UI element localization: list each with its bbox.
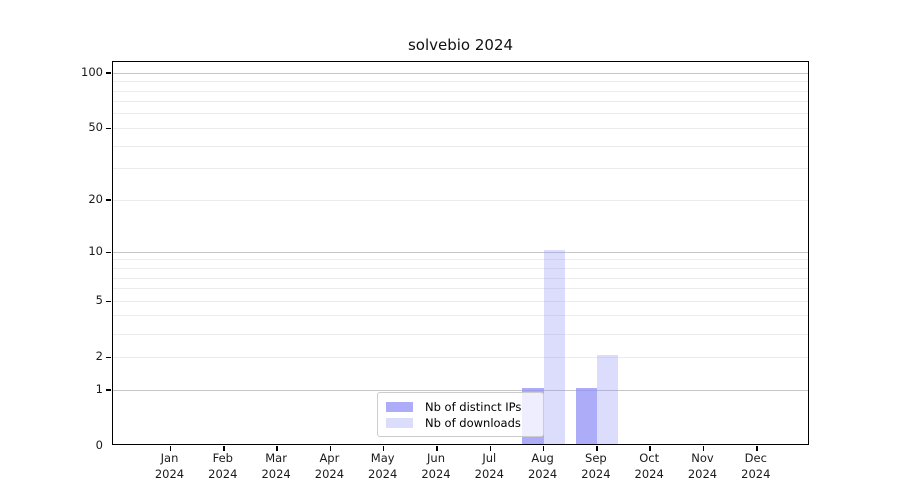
x-tick-label: Feb 2024 (208, 451, 238, 481)
bar-downloads-sep[interactable] (596, 355, 619, 444)
major-gridline (113, 389, 808, 391)
x-tick-mark (649, 446, 651, 451)
minor-gridline (113, 127, 808, 129)
legend-label-distinct-ips: Nb of distinct IPs (425, 399, 522, 414)
x-tick-label: Oct 2024 (634, 451, 664, 481)
major-gridline (113, 72, 808, 74)
x-tick-label: Sep 2024 (581, 451, 611, 481)
x-tick-mark (702, 446, 705, 451)
y-tick-label: 2 (95, 348, 103, 363)
x-tick-mark (169, 446, 172, 451)
x-tick-mark (223, 446, 225, 451)
minor-gridline (113, 333, 808, 335)
y-tick-label: 50 (88, 119, 103, 134)
x-tick-label: Mar 2024 (261, 451, 291, 481)
minor-gridline (113, 101, 808, 103)
legend-swatch-downloads (386, 417, 413, 428)
x-tick-label: Dec 2024 (741, 451, 771, 481)
legend-label-downloads: Nb of downloads (425, 415, 521, 430)
bar-distinct-ips-sep[interactable] (575, 388, 597, 444)
legend: Nb of distinct IPs Nb of downloads (377, 392, 544, 437)
y-tick-mark (106, 72, 111, 74)
plot-area (106, 61, 809, 451)
minor-gridline (113, 259, 808, 261)
y-tick-label: 20 (88, 191, 103, 206)
y-tick-mark (106, 300, 111, 302)
x-tick-label: Apr 2024 (314, 451, 345, 481)
chart-title: solvebio 2024 (407, 36, 514, 54)
minor-gridline (113, 356, 808, 358)
x-tick-mark (596, 446, 598, 451)
minor-gridline (113, 277, 808, 279)
minor-gridline (113, 168, 808, 170)
minor-gridline (113, 145, 808, 147)
minor-gridline (113, 268, 808, 269)
x-tick-mark (542, 446, 545, 451)
x-tick-mark (276, 446, 278, 451)
y-tick-label: 5 (95, 292, 103, 307)
minor-gridline (113, 288, 808, 290)
y-tick-label: 10 (88, 243, 103, 258)
y-tick-mark (106, 127, 111, 130)
x-tick-mark (756, 446, 758, 451)
y-tick-mark (106, 389, 111, 391)
x-tick-label: Aug 2024 (527, 451, 558, 481)
minor-gridline (113, 90, 808, 92)
minor-gridline (113, 81, 808, 83)
y-tick-label: 100 (81, 64, 103, 79)
x-tick-label: Jul 2024 (474, 451, 504, 481)
y-tick-mark (106, 356, 111, 358)
x-tick-mark (382, 446, 385, 451)
x-tick-label: Nov 2024 (687, 451, 718, 481)
y-tick-label: 1 (95, 381, 103, 396)
minor-gridline (113, 300, 808, 302)
x-tick-label: Jan 2024 (154, 451, 185, 481)
minor-gridline (113, 113, 808, 115)
x-tick-mark (436, 446, 438, 451)
bar-downloads-aug[interactable] (543, 250, 565, 444)
legend-item-distinct-ips[interactable]: Nb of distinct IPs (386, 399, 535, 414)
major-gridline (113, 251, 808, 253)
legend-swatch-distinct-ips (386, 401, 413, 412)
y-tick-mark (106, 199, 111, 201)
minor-gridline (113, 199, 808, 201)
x-tick-mark (329, 446, 332, 451)
y-tick-label: 0 (95, 437, 103, 452)
y-tick-mark (106, 251, 111, 254)
minor-gridline (113, 315, 808, 317)
legend-item-downloads[interactable]: Nb of downloads (386, 415, 535, 430)
x-tick-label: May 2024 (368, 451, 398, 481)
x-tick-mark (489, 446, 492, 451)
x-tick-label: Jun 2024 (421, 451, 451, 481)
